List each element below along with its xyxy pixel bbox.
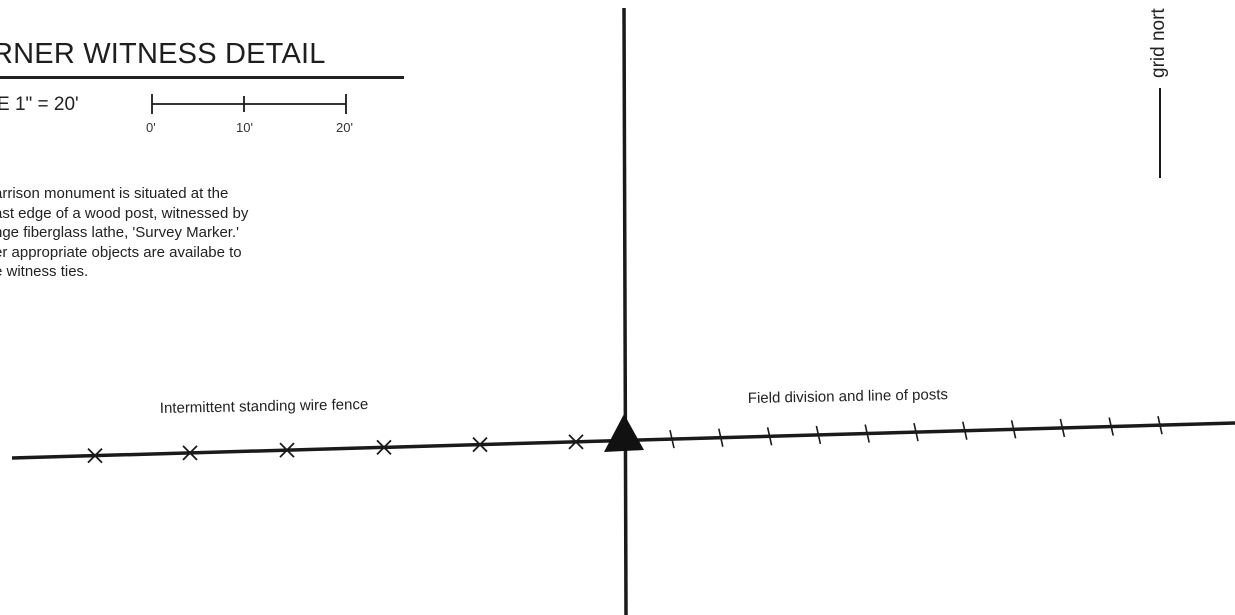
x-mark-icon [568, 434, 584, 450]
post-markers [669, 415, 1163, 449]
title-underline [0, 76, 404, 79]
scale-tick-label: 10' [236, 120, 253, 135]
scale-tick-label: 20' [336, 120, 353, 135]
witness-note: arrison monument is situated at the ast … [0, 184, 394, 282]
tick-mark-icon [669, 429, 675, 449]
scale-bar [151, 94, 347, 114]
x-mark-icon [182, 445, 198, 461]
note-line: nge fiberglass lathe, 'Survey Marker.' [0, 224, 240, 241]
grid-north-label: grid nort [1148, 8, 1169, 78]
note-line: ast edge of a wood post, witnessed by [0, 204, 249, 222]
note-line: er appropriate objects are availabe to [0, 243, 242, 261]
x-mark-icon [376, 439, 392, 455]
wire-fence-markers [87, 434, 584, 464]
tick-mark-icon [815, 425, 822, 445]
tick-mark-icon [1059, 418, 1066, 438]
x-mark-icon [472, 436, 488, 453]
monument-triangle-icon [604, 414, 644, 452]
tick-mark-icon [766, 427, 773, 446]
scale-tick-label: 0' [146, 120, 156, 135]
tick-mark-icon [913, 422, 919, 442]
tick-mark-icon [1010, 420, 1017, 439]
tick-mark-icon [718, 428, 724, 447]
tick-mark-icon [1157, 415, 1163, 435]
tick-mark-icon [962, 421, 968, 440]
vertical-line [622, 7, 628, 615]
tick-mark-icon [864, 424, 870, 443]
note-line: arrison monument is situated at the [0, 185, 229, 202]
tick-mark-icon [1108, 417, 1114, 436]
x-mark-icon [279, 442, 295, 458]
x-mark-icon [87, 447, 103, 464]
detail-title: RNER WITNESS DETAIL [0, 38, 326, 70]
scale-label: E 1" = 20' [0, 94, 79, 115]
note-line: e witness ties. [0, 263, 89, 280]
